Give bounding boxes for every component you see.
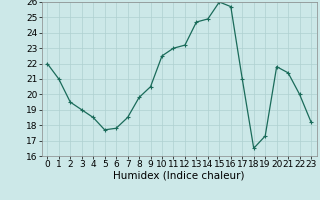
X-axis label: Humidex (Indice chaleur): Humidex (Indice chaleur)	[114, 171, 245, 181]
